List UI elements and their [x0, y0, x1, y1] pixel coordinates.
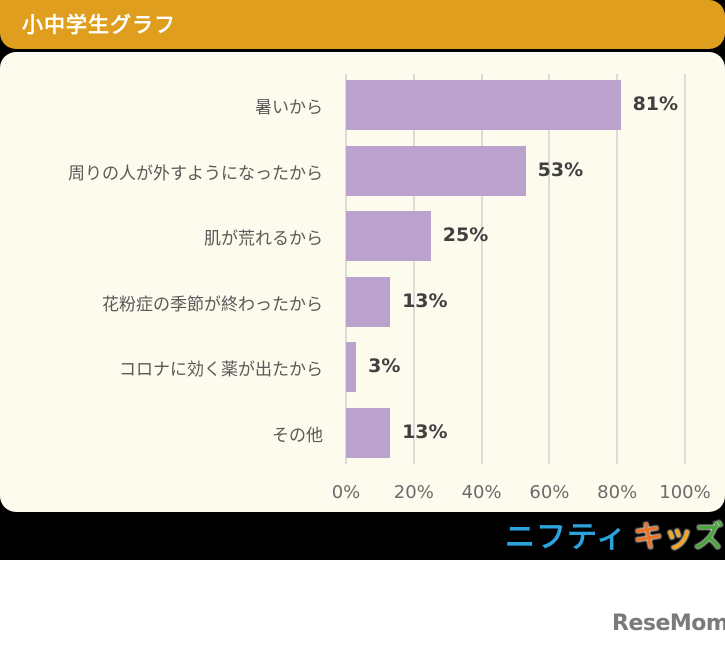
gridline — [616, 74, 619, 464]
header-bar: 小中学生グラフ — [0, 0, 725, 49]
category-label: 暑いから — [255, 98, 323, 118]
value-label: 13% — [402, 289, 448, 312]
x-tick-label: 80% — [597, 482, 638, 503]
category-label: 花粉症の季節が終わったから — [102, 294, 323, 315]
gridline — [412, 74, 415, 464]
value-label: 13% — [402, 420, 448, 443]
x-tick-label: 0% — [331, 482, 361, 503]
value-label: 3% — [368, 355, 401, 377]
category-label: コロナに効く薬が出たから — [119, 360, 323, 380]
brand-kids: キッズ — [633, 520, 724, 555]
bar — [346, 80, 621, 130]
bar — [346, 342, 357, 392]
bar — [346, 276, 391, 327]
gridline — [548, 74, 551, 464]
bar — [346, 145, 526, 196]
value-label: 81% — [632, 93, 679, 115]
category-label: その他 — [272, 425, 323, 446]
value-label: 25% — [442, 224, 489, 246]
category-label: 肌が荒れるから — [204, 229, 323, 249]
x-tick-label: 40% — [461, 482, 502, 503]
x-tick-label: 20% — [393, 482, 434, 503]
category-label: 周りの人が外すようになったから — [68, 163, 323, 184]
page-title: 小中学生グラフ — [22, 13, 176, 37]
gridline — [345, 74, 347, 464]
brand-nifty: ニフティ — [505, 520, 628, 555]
resemom-logo: ReseMom — [612, 611, 725, 636]
bar — [346, 407, 391, 458]
gridline — [480, 74, 483, 464]
value-label: 53% — [537, 158, 584, 181]
nifty-kids-logo: ニフティ キッズ — [505, 512, 723, 556]
x-tick-label: 100% — [659, 482, 711, 503]
bar — [346, 211, 431, 261]
x-tick-label: 60% — [529, 482, 570, 503]
gridline — [684, 74, 686, 464]
